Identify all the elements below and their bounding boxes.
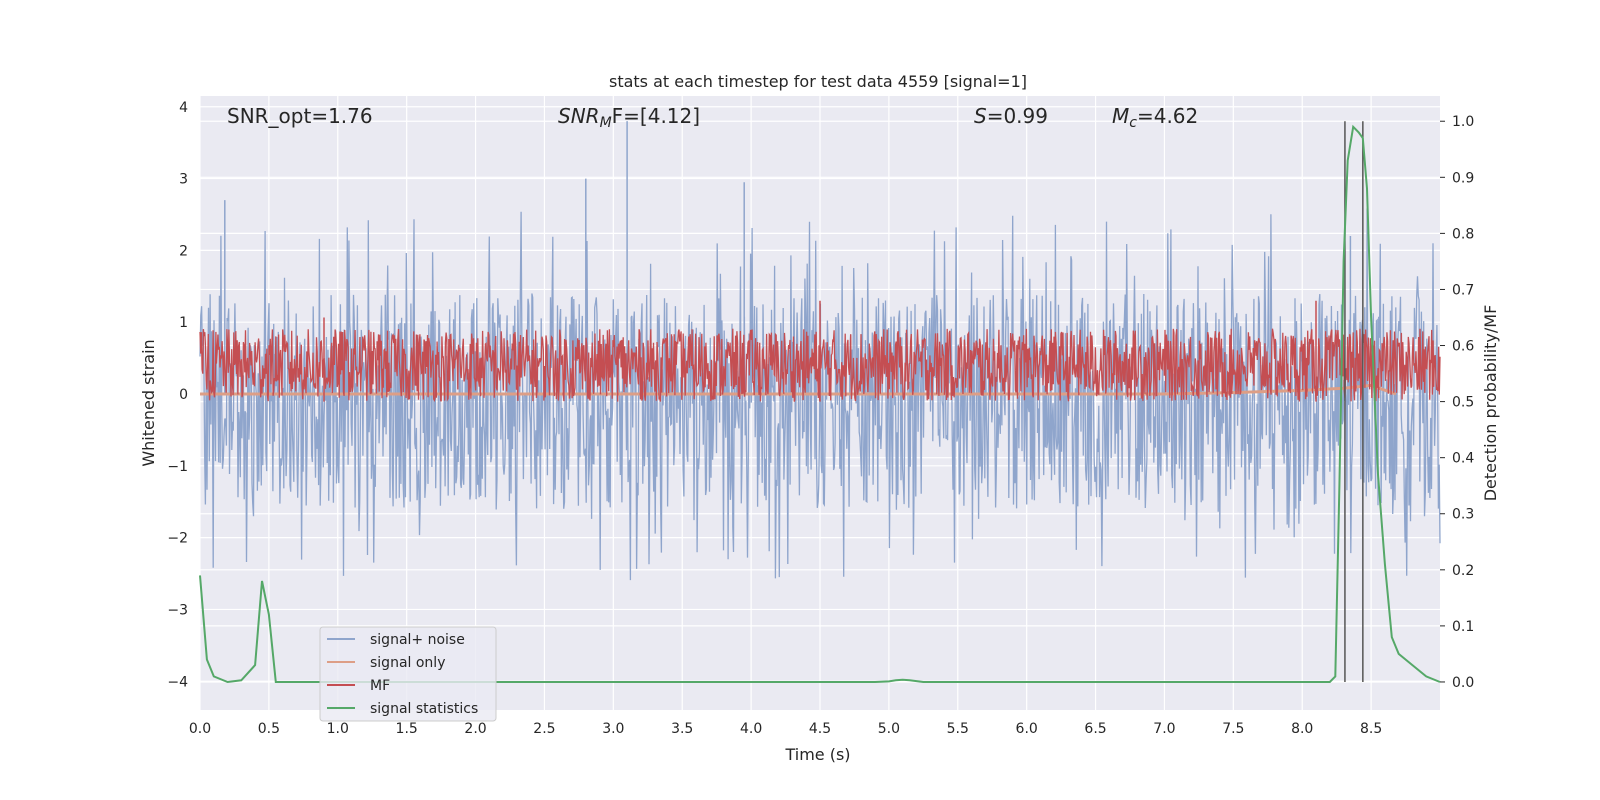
y-right-tick-label: 0.8 bbox=[1452, 226, 1474, 242]
y-tick-label: 3 bbox=[179, 172, 188, 188]
mc-main: M bbox=[1112, 104, 1129, 128]
annotation-snr-opt: SNR_opt=1.76 bbox=[227, 104, 373, 128]
y-right-tick-label: 0.3 bbox=[1452, 507, 1474, 523]
y-right-tick-label: 0.4 bbox=[1452, 451, 1474, 467]
x-tick-label: 2.0 bbox=[464, 721, 486, 737]
legend-label-mf: MF bbox=[370, 678, 390, 694]
snr-mf-rest: F=[4.12] bbox=[612, 104, 700, 128]
y-right-tick-label: 0.7 bbox=[1452, 282, 1474, 298]
y-right-tick-label: 1.0 bbox=[1452, 114, 1474, 130]
y-tick-label: 0 bbox=[179, 387, 188, 403]
y-right-tick-label: 0.5 bbox=[1452, 395, 1474, 411]
series-signal-statistics bbox=[199, 124, 1441, 684]
x-tick-label: 6.0 bbox=[1016, 721, 1038, 737]
s-rest: =0.99 bbox=[987, 104, 1048, 128]
y-tick-label: −1 bbox=[167, 459, 188, 475]
x-tick-label: 7.5 bbox=[1222, 721, 1244, 737]
snr-mf-sub: M bbox=[600, 115, 612, 131]
x-tick-label: 1.5 bbox=[396, 721, 418, 737]
x-tick-label: 1.0 bbox=[327, 721, 349, 737]
ticks-layer: 0.0 0.5 1.0 1.5 2.0 2.5 3.0 3.5 4.0 4.5 5.0 5.5 6.0 6… bbox=[167, 100, 1474, 737]
series-mf-peaks bbox=[323, 300, 1317, 402]
x-tick-label: 4.0 bbox=[740, 721, 762, 737]
y-right-tick-label: 0.9 bbox=[1452, 170, 1474, 186]
annotation-snr-mf: SNRMF=[4.12] bbox=[558, 104, 700, 131]
x-tick-label: 8.5 bbox=[1360, 721, 1382, 737]
mc-sub: c bbox=[1129, 115, 1137, 131]
y-tick-label: 4 bbox=[179, 100, 188, 116]
x-tick-label: 3.0 bbox=[602, 721, 624, 737]
y-axis-label: Whitened strain bbox=[139, 339, 158, 466]
annotation-mc: Mc=4.62 bbox=[1112, 104, 1198, 131]
s-main: S bbox=[974, 104, 987, 128]
legend-label-signal-statistics: signal statistics bbox=[370, 701, 478, 717]
series-layer bbox=[199, 121, 1441, 684]
x-tick-label: 2.5 bbox=[533, 721, 555, 737]
mc-rest: =4.62 bbox=[1137, 104, 1198, 128]
legend-label-signal-noise: signal+ noise bbox=[370, 632, 465, 648]
x-tick-label: 4.5 bbox=[809, 721, 831, 737]
legend: signal+ noise signal only MF signal stat… bbox=[319, 626, 497, 722]
x-tick-label: 0.0 bbox=[189, 721, 211, 737]
legend-box bbox=[319, 626, 497, 722]
y-tick-label: 1 bbox=[179, 315, 188, 331]
y-tick-label: −4 bbox=[167, 674, 188, 690]
y-axis-right-label: Detection probability/MF bbox=[1481, 305, 1500, 502]
annotation-s: S=0.99 bbox=[974, 104, 1048, 128]
x-tick-label: 5.5 bbox=[947, 721, 969, 737]
x-tick-label: 5.0 bbox=[878, 721, 900, 737]
y-tick-label: −2 bbox=[167, 531, 188, 547]
x-tick-label: 6.5 bbox=[1084, 721, 1106, 737]
chart-title: stats at each timestep for test data 455… bbox=[609, 72, 1027, 91]
series-signal-noise-peaks bbox=[224, 121, 1352, 394]
legend-label-signal-only: signal only bbox=[370, 655, 445, 671]
x-tick-label: 7.0 bbox=[1153, 721, 1175, 737]
x-tick-label: 0.5 bbox=[258, 721, 280, 737]
snr-mf-main: SNR bbox=[558, 104, 600, 128]
y-tick-label: 2 bbox=[179, 243, 188, 259]
y-right-tick-label: 0.0 bbox=[1452, 675, 1474, 691]
x-tick-label: 8.0 bbox=[1291, 721, 1313, 737]
y-right-tick-label: 0.6 bbox=[1452, 339, 1474, 355]
y-right-tick-label: 0.1 bbox=[1452, 619, 1474, 635]
y-right-tick-label: 0.2 bbox=[1452, 563, 1474, 579]
y-tick-label: −3 bbox=[167, 602, 188, 618]
x-tick-label: 3.5 bbox=[671, 721, 693, 737]
x-axis-label: Time (s) bbox=[784, 745, 850, 764]
